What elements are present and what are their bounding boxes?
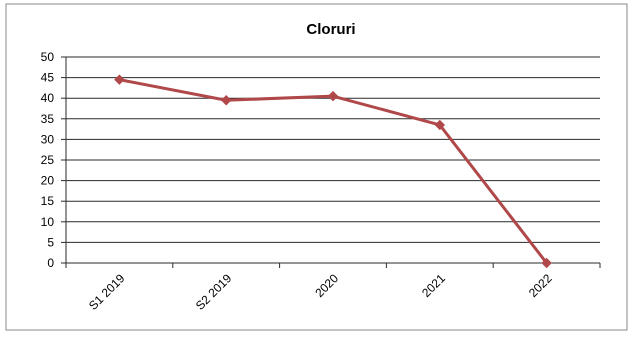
y-tick-label: 25 <box>41 153 55 167</box>
data-point <box>220 95 232 106</box>
y-tick-label: 10 <box>41 215 55 229</box>
y-tick-label: 35 <box>41 112 55 126</box>
data-point <box>434 119 446 131</box>
y-tick-label: 50 <box>41 50 55 64</box>
chart-border <box>5 3 628 331</box>
data-point <box>327 90 339 102</box>
y-tick-label: 15 <box>41 194 55 208</box>
y-tick-label: 5 <box>47 235 54 249</box>
y-tick-label: 30 <box>41 132 55 146</box>
axes <box>65 57 601 268</box>
gridlines <box>61 56 600 264</box>
data-point <box>114 74 125 85</box>
y-tick-label: 20 <box>41 174 55 188</box>
y-tick-label: 45 <box>41 71 55 85</box>
series <box>114 74 552 269</box>
y-tick-label: 0 <box>47 256 54 270</box>
chart-title: Cloruri <box>306 21 355 38</box>
y-tick-label: 40 <box>41 91 55 105</box>
data-point <box>541 257 552 269</box>
y-tick-labels: 0 5 10 15 20 25 30 35 40 45 50 <box>41 50 55 270</box>
